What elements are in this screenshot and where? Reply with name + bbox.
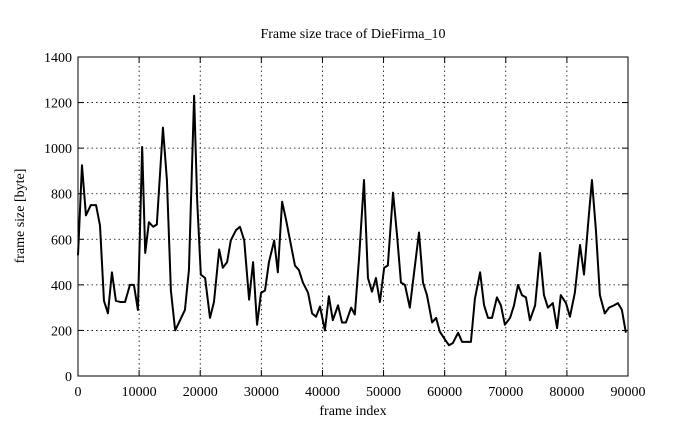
x-tick-label: 60000 xyxy=(427,385,462,400)
x-tick-label: 0 xyxy=(75,385,82,400)
plot-frame xyxy=(77,56,629,377)
x-tick-label: 50000 xyxy=(366,385,401,400)
x-tick-label: 80000 xyxy=(549,385,584,400)
y-tick-label: 1400 xyxy=(44,51,72,66)
x-tick-label: 10000 xyxy=(122,385,157,400)
y-tick-label: 1200 xyxy=(44,97,72,112)
x-tick-label: 40000 xyxy=(305,385,340,400)
y-tick-label: 0 xyxy=(65,370,72,385)
x-tick-label: 20000 xyxy=(183,385,218,400)
y-tick-label: 800 xyxy=(51,188,72,203)
x-tick-label: 30000 xyxy=(244,385,279,400)
y-tick-label: 200 xyxy=(51,324,72,339)
x-axis-label: frame index xyxy=(319,404,386,419)
x-tick-label: 70000 xyxy=(488,385,523,400)
y-tick-label: 600 xyxy=(51,233,72,248)
y-tick-label: 400 xyxy=(51,279,72,294)
x-tick-label: 90000 xyxy=(611,385,646,400)
chart-title: Frame size trace of DieFirma_10 xyxy=(260,27,445,42)
y-axis-label: frame size [byte] xyxy=(13,169,28,264)
y-tick-label: 1000 xyxy=(44,142,72,157)
data-line xyxy=(77,94,627,347)
